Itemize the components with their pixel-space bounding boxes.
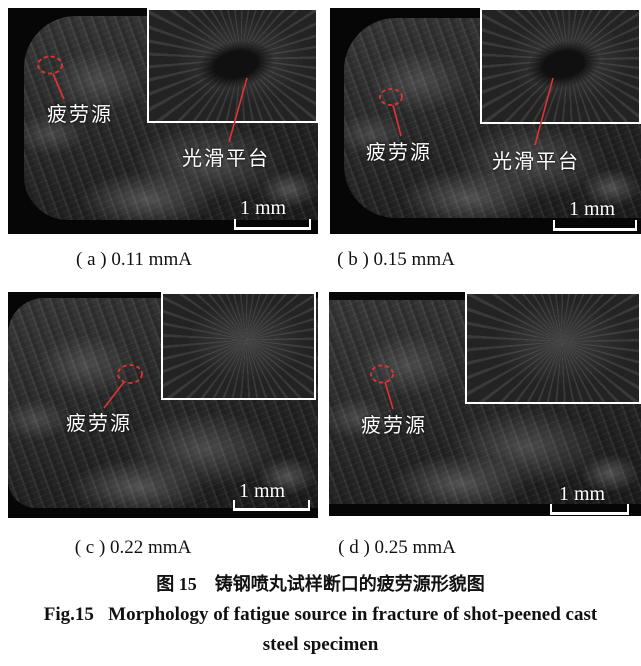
figure-caption-english-line1: Fig.15 Morphology of fatigue source in f… (43, 604, 598, 625)
scale-label-d: 1 mm (558, 483, 606, 505)
inset-magnified-a (147, 8, 318, 123)
scale-bar-bracket-b (553, 220, 637, 231)
inset-magnified-c (161, 292, 316, 400)
scale-bar-bracket-c (233, 500, 310, 511)
fatigue-source-label-c: 疲劳源 (66, 413, 132, 435)
panel-caption-a: ( a ) 0.11 mmA (76, 249, 192, 270)
smooth-platform-label-b: 光滑平台 (492, 151, 580, 173)
sem-panel-d (329, 292, 641, 516)
sem-panel-c (8, 292, 318, 518)
panel-caption-b: ( b ) 0.15 mmA (337, 249, 455, 270)
fatigue-source-label-b: 疲劳源 (366, 142, 432, 164)
panel-caption-d: ( d ) 0.25 mmA (338, 537, 456, 558)
scale-label-b: 1 mm (568, 198, 616, 220)
scale-bar-bracket-a (234, 219, 311, 230)
panel-caption-c: ( c ) 0.22 mmA (74, 537, 192, 558)
smooth-platform-label-a: 光滑平台 (182, 148, 270, 170)
scale-bar-bracket-d (550, 504, 629, 515)
figure-caption-chinese: 图 15 铸钢喷丸试样断口的疲劳源形貌图 (156, 574, 485, 594)
figure-caption-english-line2: steel specimen (262, 634, 379, 655)
scale-label-c: 1 mm (238, 480, 286, 502)
sem-panel-a (8, 8, 318, 234)
scale-label-a: 1 mm (239, 197, 287, 219)
inset-magnified-d (465, 292, 641, 404)
fatigue-source-label-a: 疲劳源 (47, 104, 113, 126)
fatigue-source-label-d: 疲劳源 (361, 415, 427, 437)
inset-magnified-b (480, 8, 641, 124)
